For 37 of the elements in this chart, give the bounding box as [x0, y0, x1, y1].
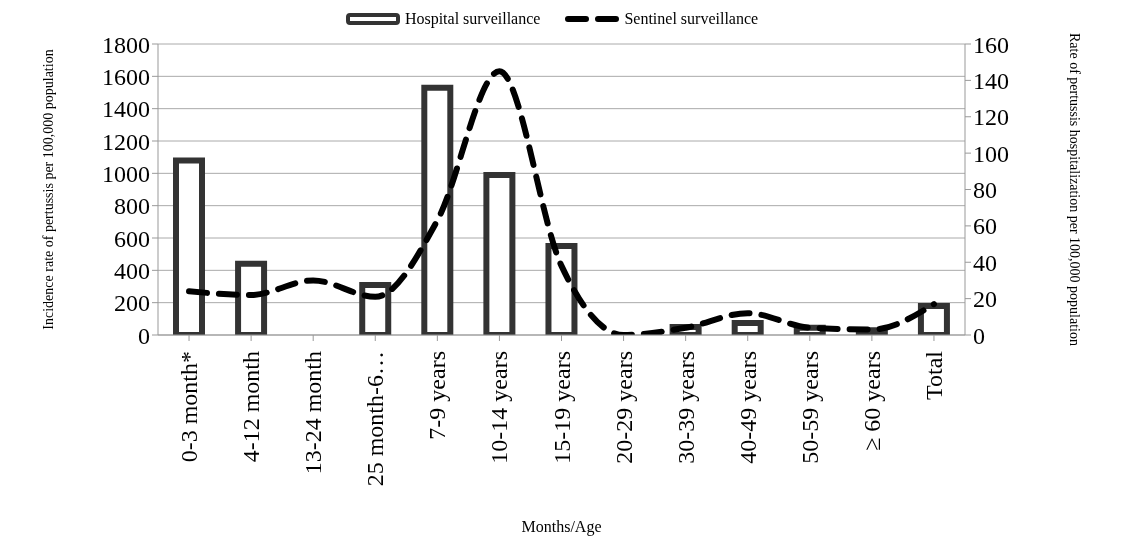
y-tick-label: 0 — [138, 322, 150, 349]
y2-tick-label: 20 — [973, 286, 997, 313]
y2-tick-label: 40 — [973, 249, 997, 276]
x-tick-label: 40-49 years — [734, 351, 761, 464]
y-tick-label: 1200 — [102, 128, 150, 155]
y2-tick-label: 120 — [973, 104, 1009, 131]
x-tick-label: 7-9 years — [424, 351, 451, 440]
y-tick-label: 800 — [114, 193, 150, 220]
y-tick-label: 1000 — [102, 160, 150, 187]
y2-tick-label: 0 — [973, 322, 985, 349]
y2-tick-label: 140 — [973, 67, 1009, 94]
y2-tick-label: 100 — [973, 140, 1009, 167]
x-tick-label: 13-24 month — [300, 351, 327, 475]
x-tick-label: 10-14 years — [486, 351, 513, 464]
y2-tick-label: 60 — [973, 213, 997, 240]
y-tick-label: 1800 — [102, 31, 150, 58]
x-tick-label: 20-29 years — [610, 351, 637, 464]
y2-tick-label: 160 — [973, 31, 1009, 58]
y-tick-label: 400 — [114, 257, 150, 284]
x-tick-label: 0-3 month* — [176, 351, 203, 463]
x-tick-label: 25 month-6… — [362, 351, 389, 487]
x-tick-label: 50-59 years — [796, 351, 823, 464]
x-tick-label: ≥ 60 years — [858, 351, 885, 451]
y-tick-label: 200 — [114, 290, 150, 317]
legend-label: Hospital surveillance — [404, 10, 541, 28]
legend-label: Sentinel surveillance — [624, 10, 759, 28]
y-tick-label: 600 — [114, 225, 150, 252]
y-tick-label: 1400 — [102, 96, 150, 123]
x-axis-title: Months/Age — [521, 518, 602, 536]
y-axis-title: Incidence rate of pertussis per 100,000 population — [40, 49, 56, 330]
x-tick-label: 30-39 years — [672, 351, 699, 464]
x-tick-label: Total — [920, 350, 947, 400]
y-tick-label: 1600 — [102, 63, 150, 90]
y2-axis-title: Rate of pertussis hospitalization per 100,000 population — [1067, 32, 1083, 347]
x-tick-label: 4-12 month — [238, 351, 265, 463]
x-tick-label: 15-19 years — [548, 351, 575, 464]
y2-tick-label: 80 — [973, 177, 997, 204]
